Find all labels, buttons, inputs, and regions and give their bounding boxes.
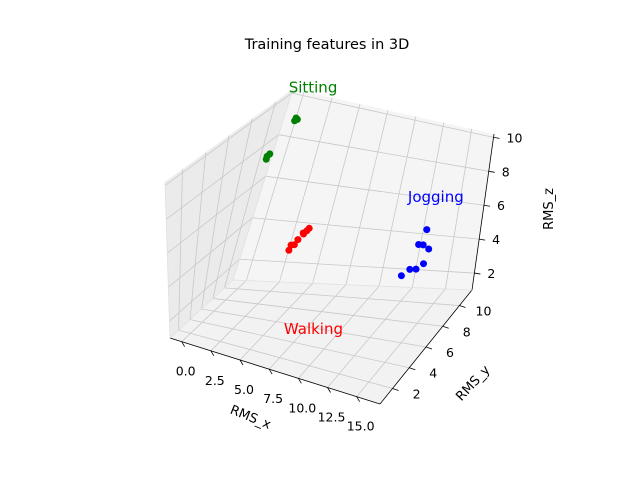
data-point-jogging [397, 272, 405, 280]
grid-line [168, 217, 253, 288]
tick-mark [425, 346, 433, 350]
pane-edge [169, 279, 234, 339]
data-point-jogging [406, 265, 414, 273]
axis-panes [165, 89, 494, 404]
tick-label: 8 [502, 164, 510, 179]
grid-line [252, 217, 480, 240]
tick-mark [474, 272, 481, 275]
grid-line [378, 116, 417, 287]
tick-label: 2.5 [205, 373, 225, 388]
data-point-walking [287, 241, 295, 249]
tick-label: 8 [463, 324, 471, 339]
x-axis-line [169, 337, 381, 405]
data-point-walking [303, 227, 311, 235]
pane-edge [232, 279, 473, 291]
tick-mark [239, 359, 244, 366]
grid-line [312, 103, 361, 284]
grid-line [265, 175, 485, 206]
data-point-sitting [262, 155, 270, 163]
grid-line [224, 101, 276, 289]
tick-mark [268, 368, 273, 375]
data-point-jogging [412, 265, 420, 273]
grid-line [189, 152, 207, 320]
tick-label: 5.0 [234, 382, 254, 397]
tick-mark [210, 350, 215, 357]
tick-label: 15.0 [347, 419, 375, 434]
tick-label: 10 [507, 130, 523, 145]
tick-mark [493, 136, 500, 139]
tick-mark [409, 367, 416, 371]
tick-label: 4 [492, 232, 500, 247]
grid-line [189, 319, 410, 369]
tick-mark [181, 341, 186, 347]
grid-line [445, 128, 473, 289]
tick-label: 6 [497, 198, 505, 213]
tick-mark [297, 378, 302, 384]
tick-label: 2 [487, 266, 495, 281]
tick-mark [459, 305, 466, 308]
grid-line [212, 298, 443, 327]
z-axis-label: RMS_z [542, 188, 557, 230]
data-point-sitting [266, 150, 274, 158]
annotation-sitting: Sitting [289, 79, 338, 97]
grid-line [167, 175, 266, 254]
chart-title: Training features in 3D [244, 37, 410, 53]
tick-mark [483, 204, 491, 207]
y-axis-label: RMS_y [453, 363, 493, 405]
tick-label: 12.5 [318, 410, 346, 425]
data-point-jogging [415, 241, 423, 248]
grid-line [178, 329, 393, 389]
tick-mark [442, 325, 449, 329]
tick-marks [181, 136, 500, 402]
grid-lines [164, 91, 494, 397]
tick-label: 2 [413, 386, 421, 401]
grid-line [212, 118, 253, 299]
data-point-walking [294, 236, 302, 244]
floor-pane [170, 280, 472, 404]
tick-label: 10.0 [288, 400, 316, 415]
data-point-jogging [423, 226, 431, 234]
data-point-sitting [292, 114, 300, 122]
annotations: Sitting Walking Jogging [284, 79, 464, 339]
grid-line [164, 92, 292, 186]
grid-line [411, 122, 445, 288]
tick-label: 10 [476, 304, 492, 319]
tick-label: 7.5 [263, 391, 283, 406]
tick-mark [356, 396, 361, 402]
grid-line [345, 110, 389, 285]
tick-label: 0.0 [176, 364, 196, 379]
tick-mark [327, 387, 331, 393]
pane-edge [164, 181, 171, 339]
tick-mark [479, 238, 486, 241]
tick-label: 4 [429, 366, 437, 381]
data-point-jogging [425, 245, 433, 253]
data-point-jogging [420, 260, 427, 268]
grid-line [224, 287, 460, 306]
grid-line [239, 258, 475, 274]
grid-line [165, 134, 279, 220]
tick-label: 6 [446, 345, 454, 360]
tick-mark [392, 388, 399, 391]
left-pane [165, 89, 293, 338]
tick-mark [488, 170, 495, 173]
pane-edge [232, 88, 294, 281]
grid-line [278, 134, 489, 172]
grid-line [291, 92, 494, 138]
grid-line [178, 169, 183, 331]
grid-line [169, 258, 240, 322]
z-axis-line [471, 133, 495, 291]
data-points [262, 114, 433, 280]
grid-line [201, 308, 427, 348]
x-axis-label: RMS_x [228, 403, 273, 433]
annotation-walking: Walking [284, 320, 343, 338]
annotation-jogging: Jogging [407, 188, 464, 206]
grid-line [201, 135, 230, 310]
